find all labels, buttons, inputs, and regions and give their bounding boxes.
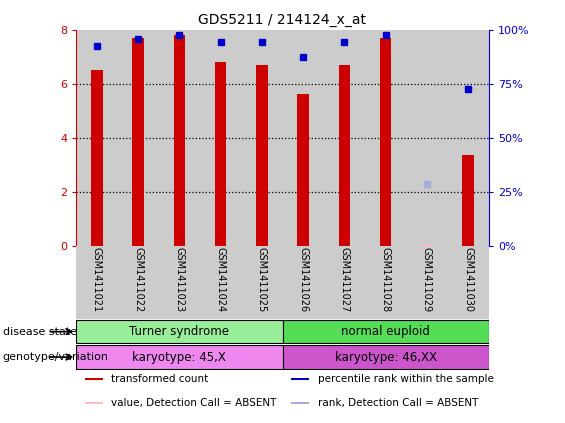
- Bar: [85, 402, 103, 404]
- Bar: [462, 155, 474, 246]
- Bar: [200, 246, 241, 319]
- Text: GSM1411023: GSM1411023: [175, 247, 184, 312]
- Bar: [282, 30, 324, 246]
- Bar: [291, 378, 309, 380]
- Bar: [338, 65, 350, 246]
- Text: value, Detection Call = ABSENT: value, Detection Call = ABSENT: [111, 398, 277, 408]
- Bar: [76, 246, 118, 319]
- Bar: [365, 30, 406, 246]
- Text: transformed count: transformed count: [111, 374, 208, 384]
- Bar: [159, 30, 200, 246]
- Title: GDS5211 / 214124_x_at: GDS5211 / 214124_x_at: [198, 13, 367, 27]
- Bar: [421, 244, 433, 246]
- Text: GSM1411025: GSM1411025: [257, 247, 267, 312]
- Bar: [282, 246, 324, 319]
- Bar: [118, 30, 159, 246]
- Bar: [159, 246, 200, 319]
- Bar: [76, 345, 282, 369]
- Text: GSM1411026: GSM1411026: [298, 247, 308, 312]
- Bar: [380, 38, 392, 246]
- Text: Turner syndrome: Turner syndrome: [129, 325, 229, 338]
- Text: GSM1411029: GSM1411029: [422, 247, 432, 312]
- Text: karyotype: 45,X: karyotype: 45,X: [132, 351, 227, 364]
- Text: genotype/variation: genotype/variation: [3, 352, 109, 362]
- Bar: [297, 94, 309, 246]
- Bar: [324, 246, 365, 319]
- Bar: [241, 30, 282, 246]
- Bar: [76, 320, 282, 343]
- Text: percentile rank within the sample: percentile rank within the sample: [318, 374, 493, 384]
- Text: rank, Detection Call = ABSENT: rank, Detection Call = ABSENT: [318, 398, 478, 408]
- Bar: [447, 30, 489, 246]
- Bar: [447, 246, 489, 319]
- Text: disease state: disease state: [3, 327, 77, 337]
- Bar: [282, 320, 489, 343]
- Text: GSM1411027: GSM1411027: [340, 247, 349, 312]
- Bar: [324, 30, 365, 246]
- Text: GSM1411024: GSM1411024: [216, 247, 225, 312]
- Bar: [200, 30, 241, 246]
- Bar: [406, 246, 447, 319]
- Bar: [76, 30, 118, 246]
- Bar: [85, 378, 103, 380]
- Bar: [118, 246, 159, 319]
- Bar: [173, 35, 185, 246]
- Text: karyotype: 46,XX: karyotype: 46,XX: [334, 351, 437, 364]
- Bar: [241, 246, 282, 319]
- Bar: [132, 38, 144, 246]
- Bar: [256, 65, 268, 246]
- Bar: [91, 70, 103, 246]
- Text: GSM1411021: GSM1411021: [92, 247, 102, 312]
- Bar: [365, 246, 406, 319]
- Bar: [215, 62, 227, 246]
- Bar: [406, 30, 447, 246]
- Text: GSM1411028: GSM1411028: [381, 247, 390, 312]
- Bar: [282, 345, 489, 369]
- Bar: [291, 402, 309, 404]
- Text: normal euploid: normal euploid: [341, 325, 430, 338]
- Text: GSM1411030: GSM1411030: [463, 247, 473, 312]
- Text: GSM1411022: GSM1411022: [133, 247, 143, 312]
